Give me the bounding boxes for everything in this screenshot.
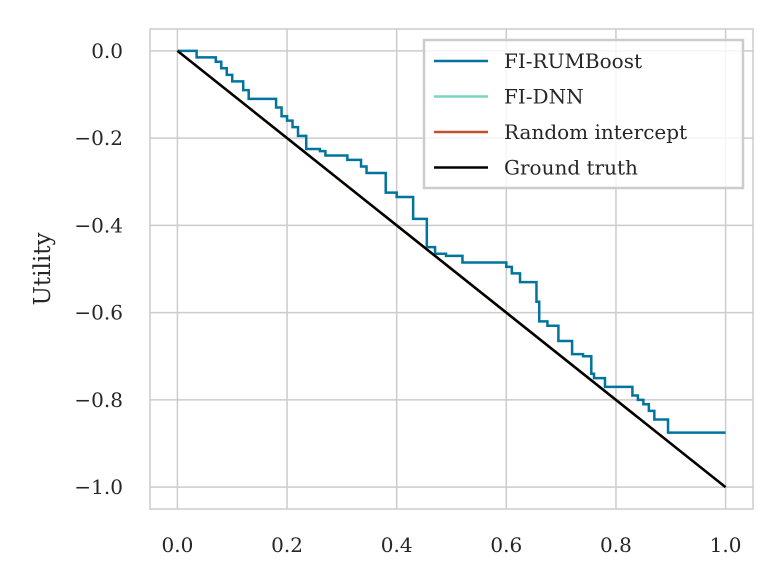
series-layer <box>176 49 727 489</box>
y-tick-label: 0.0 <box>91 39 123 63</box>
legend-label: FI-DNN <box>504 85 584 109</box>
legend-box <box>422 38 745 190</box>
y-tick-labels: 0.0 −0.2 −0.4 −0.6 −0.8 −1.0 <box>74 39 123 499</box>
y-tick-label: −0.8 <box>74 388 123 412</box>
y-tick-label: −1.0 <box>74 475 123 499</box>
x-tick-label: 1.0 <box>710 533 742 557</box>
x-tick-label: 0.2 <box>271 533 303 557</box>
y-tick-label: −0.6 <box>74 301 123 325</box>
y-axis-title: Utility <box>30 233 56 306</box>
legend-label: Ground truth <box>504 156 638 180</box>
x-tick-label: 0.8 <box>600 533 632 557</box>
legend-label: FI-RUMBoost <box>504 49 642 73</box>
x-tick-label: 0.4 <box>381 533 413 557</box>
series-line-3 <box>176 49 727 489</box>
y-tick-label: −0.4 <box>74 213 123 237</box>
series-line-0 <box>177 49 726 434</box>
x-tick-labels: 0.0 0.2 0.4 0.6 0.8 1.0 <box>162 533 742 557</box>
x-tick-label: 0.0 <box>162 533 194 557</box>
x-tick-label: 0.6 <box>490 533 522 557</box>
y-tick-label: −0.2 <box>74 126 123 150</box>
legend-label: Random intercept <box>504 120 687 144</box>
legend: FI-RUMBoost FI-DNN Random intercept Ground … <box>422 38 745 190</box>
